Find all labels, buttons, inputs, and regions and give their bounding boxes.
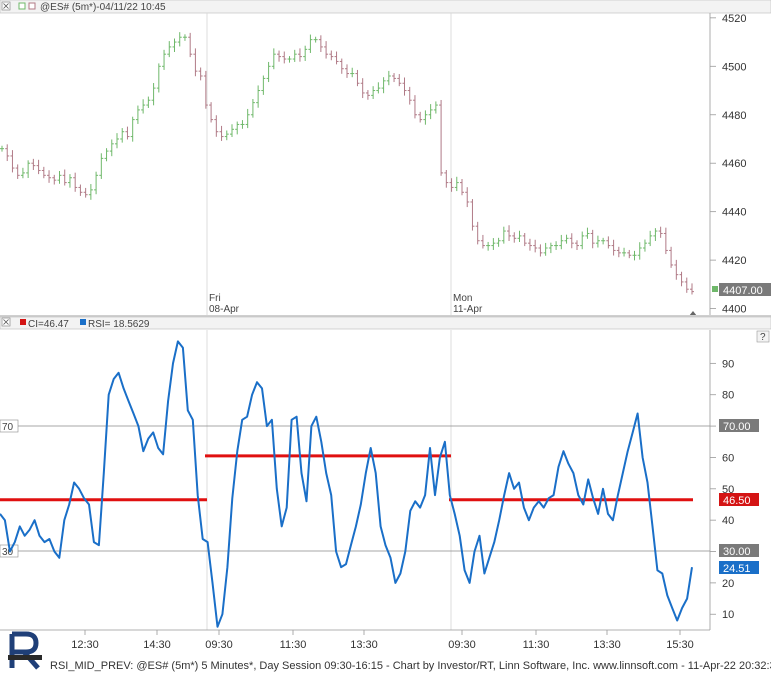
tag-30 bbox=[719, 544, 759, 557]
legend-down-swatch-icon bbox=[28, 2, 36, 10]
time-tick-label: 09:30 bbox=[448, 639, 476, 651]
time-tick-label: 12:30 bbox=[71, 639, 99, 651]
tag-ci bbox=[719, 493, 759, 506]
price-y-tick-label: 4460 bbox=[722, 158, 746, 170]
investor-rt-logo bbox=[6, 631, 44, 670]
footer-text: RSI_MID_PREV: @ES# (5m*) 5 Minutes*, Day… bbox=[50, 660, 771, 672]
ci-lines bbox=[0, 454, 693, 502]
time-tick-label: 15:30 bbox=[666, 639, 694, 651]
price-bars bbox=[0, 32, 694, 295]
rsi-y-tick-label: 50 bbox=[722, 484, 734, 496]
session-label-date: 08-Apr bbox=[209, 304, 240, 315]
rsi-y-axis: 908070605040302010 bbox=[710, 358, 734, 621]
price-y-tick-label: 4480 bbox=[722, 110, 746, 122]
time-tick-label: 14:30 bbox=[143, 639, 171, 651]
help-icon: ? bbox=[760, 332, 766, 343]
rsi-y-tick-label: 80 bbox=[722, 390, 734, 402]
panel-separator bbox=[0, 315, 771, 317]
price-panel-title: @ES# (5m*)-04/11/22 10:45 bbox=[40, 2, 166, 13]
session-label-date: 11-Apr bbox=[453, 304, 483, 315]
last-price-tag bbox=[719, 283, 771, 296]
time-tick-label: 13:30 bbox=[593, 639, 621, 651]
time-tick-label: 11:30 bbox=[280, 639, 307, 651]
rsi-y-tick-label: 60 bbox=[722, 452, 734, 464]
price-y-tick-label: 4520 bbox=[722, 13, 746, 25]
tag-30-value: 30.00 bbox=[723, 546, 751, 558]
scroll-arrow-icon[interactable] bbox=[689, 311, 697, 316]
tag-rsi-value: 24.51 bbox=[723, 563, 751, 575]
rsi-y-tick-label: 20 bbox=[722, 578, 734, 590]
tag-70 bbox=[719, 419, 759, 432]
ci-legend-swatch-icon bbox=[20, 319, 26, 325]
rsi-legend-label: RSI= 18.5629 bbox=[88, 319, 150, 330]
level-30-left-label: 30 bbox=[2, 547, 14, 558]
price-y-axis: 4520 4500 4480 4460 4440 4420 4400 bbox=[710, 13, 746, 316]
last-price-value: 4407.00 bbox=[723, 285, 763, 297]
tag-70-value: 70.00 bbox=[723, 421, 751, 433]
close-icon-glyph bbox=[3, 3, 9, 9]
price-y-tick-label: 4420 bbox=[722, 255, 746, 267]
ci-legend-label: CI=46.47 bbox=[28, 319, 69, 330]
price-y-tick-label: 4400 bbox=[722, 304, 746, 316]
session-label-day: Fri bbox=[209, 293, 221, 304]
tag-ci-value: 46.50 bbox=[723, 495, 751, 507]
close-icon-glyph bbox=[3, 319, 9, 325]
tag-rsi bbox=[719, 561, 759, 574]
rsi-y-tick-label: 10 bbox=[722, 609, 734, 621]
rsi-y-tick-label: 40 bbox=[722, 515, 734, 527]
price-y-tick-label: 4500 bbox=[722, 61, 746, 73]
time-axis: 12:30 14:30 09:30 11:30 13:30 09:30 11:30 13:30… bbox=[71, 630, 694, 651]
rsi-line bbox=[0, 340, 693, 628]
session-label-day: Mon bbox=[453, 293, 472, 304]
price-y-tick-label: 4440 bbox=[722, 207, 746, 219]
rsi-legend-swatch-icon bbox=[80, 319, 86, 325]
legend-up-swatch-icon bbox=[18, 2, 26, 10]
rsi-title-bar bbox=[0, 316, 771, 330]
last-price-marker-icon bbox=[712, 286, 718, 292]
help-button[interactable] bbox=[756, 330, 770, 343]
time-tick-label: 13:30 bbox=[350, 639, 378, 651]
time-tick-label: 11:30 bbox=[523, 639, 550, 651]
price-plot-area bbox=[0, 13, 710, 315]
time-tick-label: 09:30 bbox=[205, 639, 233, 651]
rsi-y-tick-label: 90 bbox=[722, 358, 734, 370]
level-70-left-label: 70 bbox=[2, 422, 14, 433]
level-70-left-box bbox=[0, 419, 19, 433]
price-title-bar bbox=[0, 0, 771, 14]
